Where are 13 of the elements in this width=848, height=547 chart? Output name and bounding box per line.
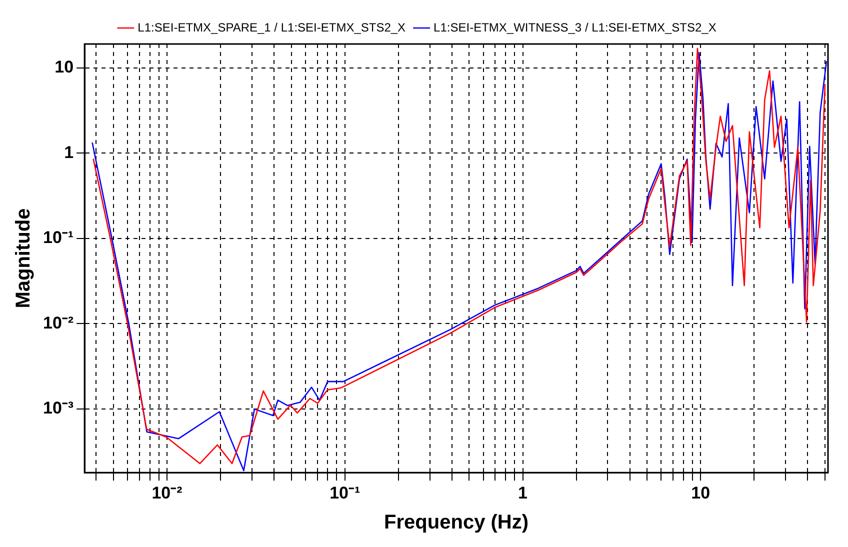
x-axis-title: Frequency (Hz) [384,512,529,534]
y-tick-label: 10⁻³ [42,398,74,418]
x-tick-label: 10⁻² [152,483,183,502]
y-tick-label: 10⁻¹ [42,228,74,248]
legend-label: L1:SEI-ETMX_WITNESS_3 / L1:SEI-ETMX_STS2_X [434,20,716,34]
y-axis-title: Magnitude [12,208,35,308]
legend-label: L1:SEI-ETMX_SPARE_1 / L1:SEI-ETMX_STS2_X [138,20,406,34]
y-tick-label: 1 [64,142,74,162]
x-tick-label: 1 [518,483,528,502]
y-tick-label: 10 [54,57,74,76]
y-tick-label: 10⁻² [42,313,74,332]
x-tick-label: 10⁻¹ [330,483,361,502]
x-tick-label: 10 [691,483,710,502]
